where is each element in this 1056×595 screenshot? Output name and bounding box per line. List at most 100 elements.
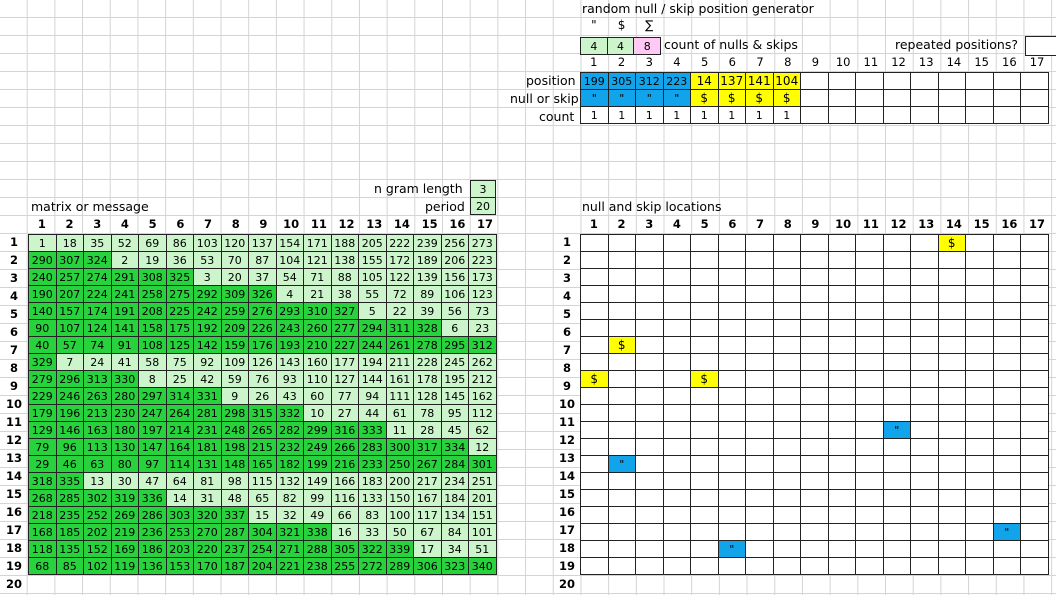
location-cell[interactable] xyxy=(607,302,636,320)
matrix-cell[interactable]: 320 xyxy=(193,506,222,524)
location-cell[interactable] xyxy=(965,302,994,320)
location-cell[interactable] xyxy=(607,438,636,456)
location-cell[interactable] xyxy=(635,370,664,388)
matrix-cell[interactable]: 310 xyxy=(303,302,332,320)
matrix-cell[interactable]: 58 xyxy=(138,353,167,371)
matrix-cell[interactable]: 267 xyxy=(413,455,442,473)
location-cell[interactable] xyxy=(580,421,609,439)
matrix-cell[interactable]: 204 xyxy=(248,557,277,575)
matrix-cell[interactable]: 49 xyxy=(303,506,332,524)
location-cell[interactable] xyxy=(717,370,746,388)
location-cell[interactable] xyxy=(717,506,746,524)
matrix-cell[interactable]: 186 xyxy=(138,540,167,558)
matrix-cell[interactable]: 213 xyxy=(83,404,112,422)
position-cell[interactable] xyxy=(855,72,884,90)
matrix-cell[interactable]: 5 xyxy=(358,302,387,320)
location-cell[interactable] xyxy=(965,540,994,558)
matrix-cell[interactable]: 194 xyxy=(358,353,387,371)
location-cell[interactable] xyxy=(690,540,719,558)
location-cell[interactable] xyxy=(745,370,774,388)
count-value-cell[interactable]: 1 xyxy=(717,106,746,124)
matrix-cell[interactable]: 245 xyxy=(440,353,469,371)
matrix-cell[interactable]: 230 xyxy=(110,404,139,422)
location-cell[interactable] xyxy=(745,336,774,354)
matrix-cell[interactable]: 142 xyxy=(193,336,222,354)
location-cell[interactable] xyxy=(1020,302,1049,320)
matrix-cell[interactable]: 333 xyxy=(358,421,387,439)
matrix-cell[interactable]: 78 xyxy=(413,404,442,422)
location-cell[interactable] xyxy=(910,387,939,405)
matrix-cell[interactable]: 121 xyxy=(303,251,332,269)
matrix-cell[interactable]: 274 xyxy=(83,268,112,286)
matrix-cell[interactable]: 21 xyxy=(303,285,332,303)
location-cell[interactable] xyxy=(965,370,994,388)
location-cell[interactable] xyxy=(827,438,856,456)
location-cell[interactable] xyxy=(662,302,691,320)
location-cell[interactable] xyxy=(1020,540,1049,558)
location-cell[interactable] xyxy=(607,285,636,303)
matrix-cell[interactable]: 59 xyxy=(220,370,249,388)
location-cell[interactable] xyxy=(827,353,856,371)
position-cell[interactable] xyxy=(965,72,994,90)
location-cell[interactable] xyxy=(882,251,911,269)
location-cell[interactable] xyxy=(800,370,829,388)
location-cell[interactable] xyxy=(635,455,664,473)
matrix-cell[interactable]: 80 xyxy=(110,455,139,473)
location-cell[interactable] xyxy=(580,234,609,252)
matrix-cell[interactable]: 327 xyxy=(330,302,359,320)
matrix-cell[interactable]: 335 xyxy=(55,472,84,490)
matrix-cell[interactable]: 339 xyxy=(385,540,414,558)
matrix-cell[interactable]: 42 xyxy=(193,370,222,388)
location-cell[interactable] xyxy=(937,421,966,439)
location-cell[interactable] xyxy=(910,251,939,269)
matrix-cell[interactable]: 12 xyxy=(468,438,497,456)
location-cell[interactable] xyxy=(882,438,911,456)
matrix-cell[interactable]: 27 xyxy=(330,404,359,422)
location-cell[interactable] xyxy=(607,557,636,575)
matrix-cell[interactable]: 192 xyxy=(193,319,222,337)
location-cell[interactable] xyxy=(717,438,746,456)
location-cell[interactable] xyxy=(607,523,636,541)
location-cell[interactable] xyxy=(717,489,746,507)
location-cell[interactable] xyxy=(937,353,966,371)
location-cell[interactable] xyxy=(690,438,719,456)
location-cell[interactable] xyxy=(772,506,801,524)
location-cell[interactable] xyxy=(937,455,966,473)
location-cell[interactable] xyxy=(690,404,719,422)
matrix-cell[interactable]: 15 xyxy=(248,506,277,524)
matrix-cell[interactable]: 77 xyxy=(330,387,359,405)
nullskip-cell[interactable]: " xyxy=(607,89,636,107)
location-cell[interactable] xyxy=(965,336,994,354)
location-cell[interactable] xyxy=(800,472,829,490)
matrix-cell[interactable]: 124 xyxy=(83,319,112,337)
count-value-cell[interactable]: 1 xyxy=(635,106,664,124)
matrix-cell[interactable]: 110 xyxy=(303,370,332,388)
count-value-cell[interactable] xyxy=(937,106,966,124)
matrix-cell[interactable]: 32 xyxy=(275,506,304,524)
matrix-cell[interactable]: 206 xyxy=(440,251,469,269)
location-cell[interactable] xyxy=(827,319,856,337)
matrix-cell[interactable]: 256 xyxy=(440,234,469,252)
location-cell[interactable] xyxy=(662,251,691,269)
location-cell[interactable] xyxy=(772,523,801,541)
matrix-cell[interactable]: 97 xyxy=(138,455,167,473)
location-cell[interactable] xyxy=(800,455,829,473)
matrix-cell[interactable]: 119 xyxy=(110,557,139,575)
count-value-cell[interactable]: 1 xyxy=(772,106,801,124)
matrix-cell[interactable]: 113 xyxy=(83,438,112,456)
location-cell[interactable] xyxy=(827,523,856,541)
matrix-cell[interactable]: 10 xyxy=(303,404,332,422)
location-cell[interactable] xyxy=(635,251,664,269)
matrix-cell[interactable]: 250 xyxy=(385,455,414,473)
location-cell[interactable] xyxy=(882,506,911,524)
matrix-cell[interactable]: 260 xyxy=(303,319,332,337)
matrix-cell[interactable]: 226 xyxy=(248,319,277,337)
location-cell[interactable] xyxy=(717,336,746,354)
location-cell[interactable] xyxy=(937,557,966,575)
matrix-cell[interactable]: 11 xyxy=(385,421,414,439)
matrix-cell[interactable]: 193 xyxy=(275,336,304,354)
matrix-cell[interactable]: 205 xyxy=(358,234,387,252)
matrix-cell[interactable]: 66 xyxy=(330,506,359,524)
location-cell[interactable] xyxy=(745,234,774,252)
location-cell[interactable] xyxy=(992,285,1021,303)
